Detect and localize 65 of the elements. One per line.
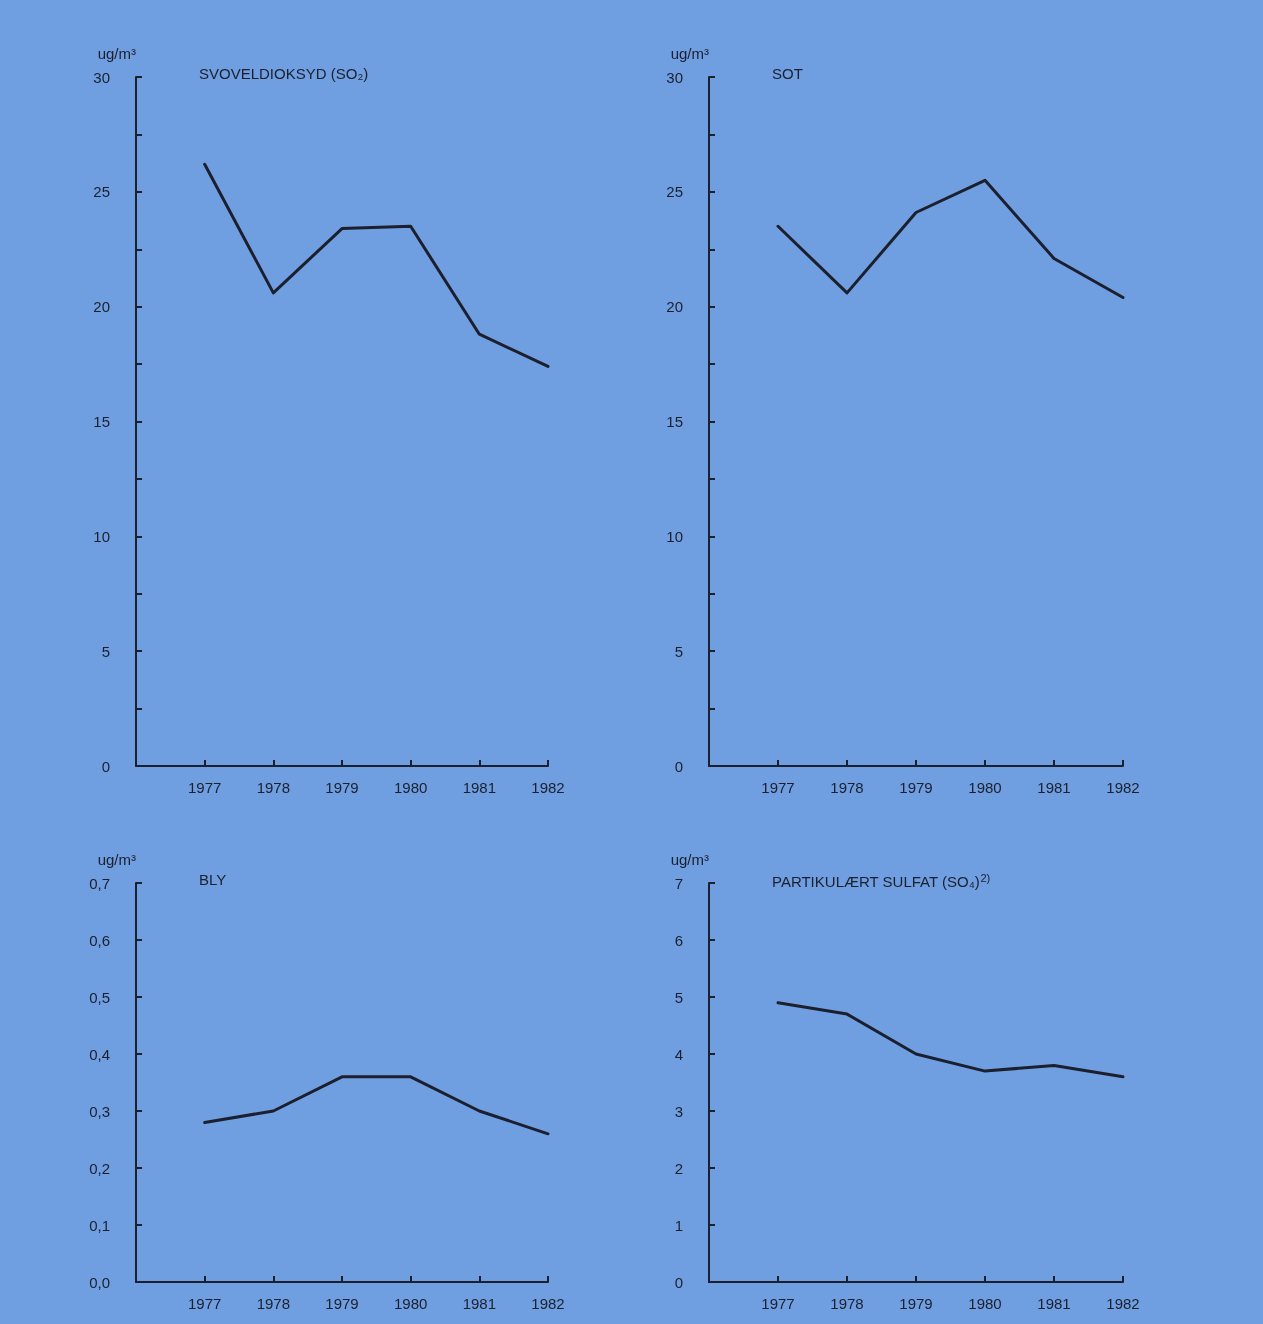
x-tick-label: 1979 [325, 779, 359, 796]
x-tick-label: 1981 [462, 1295, 497, 1312]
x-tick-label: 1982 [531, 779, 565, 796]
x-tick-label: 1981 [1037, 1295, 1071, 1312]
x-tick-label: 1977 [761, 1295, 795, 1312]
x-tick-label: 1978 [256, 779, 291, 796]
x-tick-label: 1978 [256, 1295, 291, 1312]
y-tick-label: 10 [93, 527, 110, 545]
y-tick-label: 5 [674, 988, 683, 1006]
chart-title: SOT [772, 65, 803, 82]
y-tick-label: 2 [674, 1159, 683, 1177]
y-tick-label: 15 [93, 413, 110, 430]
x-tick-label: 1978 [830, 1295, 864, 1312]
y-axis-title: ug/m³ [97, 45, 136, 62]
x-tick-label: 1980 [968, 1295, 1002, 1312]
y-tick-label: 25 [666, 183, 683, 201]
chart-title: SVOVELDIOKSYD (SO₂) [199, 65, 369, 82]
x-tick-label: 1977 [187, 1295, 222, 1312]
y-tick-label: 0,3 [89, 1102, 110, 1120]
x-tick-label: 1982 [1106, 779, 1140, 796]
x-tick-label: 1979 [899, 1295, 933, 1312]
x-tick-label: 1980 [393, 779, 428, 796]
line-series [776, 178, 1125, 299]
x-tick-label: 1981 [462, 779, 497, 796]
x-tick-label: 1977 [187, 779, 222, 796]
y-tick-label: 20 [93, 298, 110, 316]
y-tick-label: 10 [666, 527, 683, 545]
y-tick-label: 5 [101, 642, 110, 660]
y-tick-label: 0,4 [89, 1045, 110, 1063]
x-tick-label: 1982 [1106, 1295, 1140, 1312]
y-tick-label: 0,7 [89, 874, 110, 892]
y-tick-label: 0 [674, 1273, 683, 1291]
y-tick-label: 0,6 [89, 931, 110, 949]
line-series [203, 1075, 550, 1136]
y-tick-label: 4 [674, 1045, 683, 1063]
y-tick-label: 0,1 [89, 1216, 110, 1234]
x-tick-label: 1980 [393, 1295, 428, 1312]
x-tick-label: 1981 [1037, 779, 1071, 796]
y-tick-label: 25 [93, 183, 110, 201]
y-tick-label: 0,0 [89, 1273, 110, 1291]
y-tick-label: 30 [666, 68, 683, 86]
y-tick-label: 0 [101, 757, 110, 775]
y-axis-title: ug/m³ [97, 851, 136, 868]
y-tick-label: 20 [666, 298, 683, 316]
x-tick-label: 1979 [325, 1295, 359, 1312]
y-tick-label: 3 [674, 1102, 683, 1120]
y-tick-label: 0 [674, 757, 683, 775]
y-axis-title: ug/m³ [670, 851, 709, 868]
y-tick-label: 1 [674, 1216, 683, 1234]
y-tick-label: 6 [674, 931, 683, 949]
x-tick-label: 1977 [761, 779, 795, 796]
y-tick-label: 7 [674, 874, 683, 892]
x-tick-label: 1979 [899, 779, 933, 796]
y-tick-label: 5 [674, 642, 683, 660]
line-series [776, 1001, 1125, 1079]
chart-title: BLY [199, 871, 227, 888]
y-axis-title: ug/m³ [670, 45, 709, 62]
y-tick-label: 30 [93, 68, 110, 86]
line-series [203, 162, 550, 368]
y-tick-label: 0,5 [89, 988, 110, 1006]
y-tick-label: 15 [666, 413, 683, 430]
x-tick-label: 1980 [968, 779, 1002, 796]
y-tick-label: 0,2 [89, 1159, 110, 1177]
x-tick-label: 1978 [830, 779, 864, 796]
x-tick-label: 1982 [531, 1295, 565, 1312]
